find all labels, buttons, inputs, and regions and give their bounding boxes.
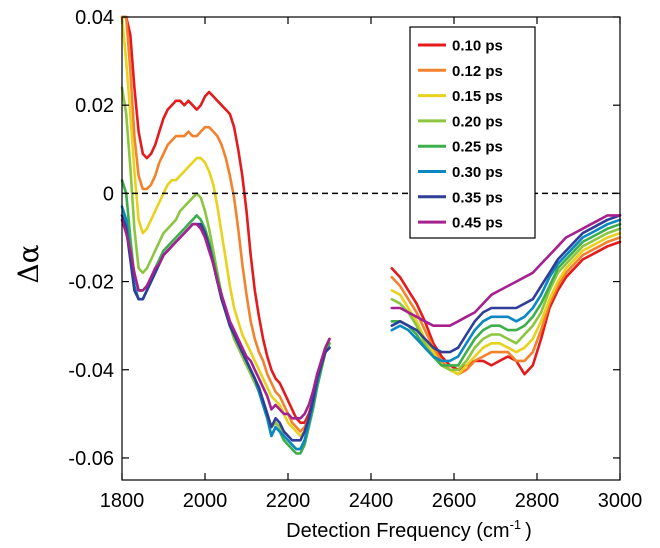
y-tick-label: -0.02 — [68, 272, 114, 294]
y-tick-label: -0.04 — [68, 360, 114, 382]
series-line-1-seg2 — [390, 240, 622, 376]
series-line-3-seg1 — [120, 15, 331, 438]
y-axis-title: Δα — [12, 244, 45, 283]
series-line-1-seg1 — [120, 15, 331, 425]
legend-label: 0.25 ps — [452, 139, 503, 156]
legend-label: 0.30 ps — [452, 164, 503, 181]
y-tick-label: 0.02 — [75, 95, 114, 117]
legend-label: 0.35 ps — [452, 189, 503, 206]
x-axis-title: Detection Frequency (cm-1) — [286, 517, 532, 542]
legend-label: 0.20 ps — [452, 113, 503, 130]
x-axis-title-superscript: -1 — [510, 517, 522, 532]
x-tick-label: 2200 — [266, 490, 311, 512]
series-line-2-seg2 — [390, 236, 622, 376]
series-line-3-seg2 — [390, 231, 622, 376]
series-line-2-seg1 — [120, 15, 331, 433]
series-line-7-seg2 — [390, 214, 622, 354]
x-tick-label: 2400 — [349, 490, 394, 512]
series-line-4-seg2 — [390, 227, 622, 372]
legend-label: 0.10 ps — [452, 38, 503, 55]
x-axis-title-close: ) — [525, 520, 532, 542]
y-tick-label: -0.06 — [68, 448, 114, 470]
legend-label: 0.15 ps — [452, 88, 503, 105]
x-axis-title-main: Detection Frequency (cm — [286, 520, 509, 542]
tick-layer: 1800 2000 2200 2400 2600 2800 3000 0.04 0.02 0 -0.… — [68, 7, 642, 512]
x-tick-label: 1800 — [100, 490, 145, 512]
x-tick-label: 2600 — [432, 490, 477, 512]
legend-box — [409, 26, 536, 239]
x-tick-label: 2000 — [183, 490, 228, 512]
x-tick-label: 2800 — [515, 490, 560, 512]
legend-label: 0.12 ps — [452, 63, 503, 80]
y-tick-label: 0 — [103, 183, 114, 205]
series-line-8-seg2 — [390, 214, 622, 328]
series-layer — [120, 15, 622, 455]
x-tick-label: 3000 — [598, 490, 643, 512]
series-line-6-seg2 — [390, 218, 622, 363]
y-tick-label: 0.04 — [75, 7, 114, 29]
legend-label: 0.45 ps — [452, 215, 503, 232]
legend: 0.10 ps 0.12 ps 0.15 ps 0.20 ps 0.25 ps 0.30 … — [409, 26, 536, 239]
series-line-8-seg1 — [120, 218, 331, 420]
